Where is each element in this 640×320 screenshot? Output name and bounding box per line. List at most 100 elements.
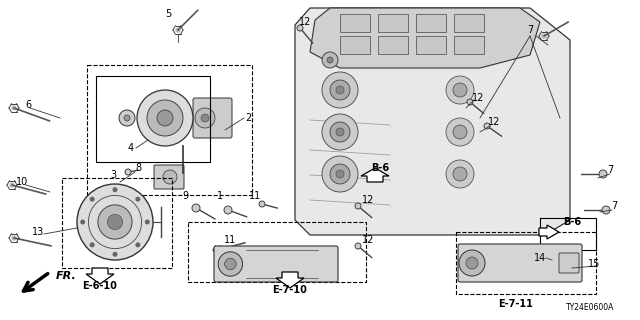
Circle shape <box>453 83 467 97</box>
FancyBboxPatch shape <box>378 36 408 54</box>
Circle shape <box>322 156 358 192</box>
Text: 5: 5 <box>165 9 171 19</box>
Circle shape <box>125 169 131 175</box>
FancyBboxPatch shape <box>193 98 232 138</box>
Text: 3: 3 <box>110 170 116 180</box>
Circle shape <box>192 204 200 212</box>
Circle shape <box>175 27 180 33</box>
Circle shape <box>446 160 474 188</box>
Polygon shape <box>295 8 570 235</box>
Circle shape <box>453 167 467 181</box>
Circle shape <box>453 125 467 139</box>
Circle shape <box>163 170 177 184</box>
Text: 9: 9 <box>182 191 188 201</box>
Circle shape <box>77 184 153 260</box>
Circle shape <box>113 252 118 257</box>
Text: B-6: B-6 <box>371 163 389 173</box>
Circle shape <box>336 170 344 178</box>
Text: FR.: FR. <box>56 271 77 281</box>
FancyBboxPatch shape <box>454 36 484 54</box>
Circle shape <box>124 115 130 121</box>
Text: 7: 7 <box>607 165 613 175</box>
FancyBboxPatch shape <box>340 36 370 54</box>
Text: 1: 1 <box>217 191 223 201</box>
Circle shape <box>599 170 607 178</box>
Circle shape <box>330 122 350 142</box>
Text: 12: 12 <box>362 235 374 245</box>
Circle shape <box>12 105 17 111</box>
Text: 12: 12 <box>299 17 311 27</box>
Circle shape <box>602 206 610 214</box>
Circle shape <box>541 33 547 39</box>
Circle shape <box>113 187 118 192</box>
Circle shape <box>119 110 135 126</box>
Text: 12: 12 <box>488 117 500 127</box>
Circle shape <box>9 182 15 188</box>
Text: 12: 12 <box>472 93 484 103</box>
Text: 11: 11 <box>249 191 261 201</box>
Polygon shape <box>86 268 114 284</box>
Text: 7: 7 <box>527 25 533 35</box>
Text: 8: 8 <box>135 163 141 173</box>
Circle shape <box>467 99 473 105</box>
Circle shape <box>195 108 215 128</box>
FancyBboxPatch shape <box>214 246 338 282</box>
Circle shape <box>225 258 236 270</box>
Text: E-7-11: E-7-11 <box>499 299 533 309</box>
FancyBboxPatch shape <box>416 14 446 32</box>
Circle shape <box>330 164 350 184</box>
Circle shape <box>201 114 209 122</box>
Circle shape <box>484 123 490 129</box>
FancyBboxPatch shape <box>458 244 582 282</box>
Circle shape <box>224 206 232 214</box>
Circle shape <box>135 242 140 247</box>
Text: 11: 11 <box>224 235 236 245</box>
Circle shape <box>297 25 303 31</box>
Circle shape <box>108 214 123 230</box>
Circle shape <box>259 201 265 207</box>
Circle shape <box>157 110 173 126</box>
FancyBboxPatch shape <box>154 165 184 189</box>
Circle shape <box>327 57 333 63</box>
Text: 10: 10 <box>16 177 28 187</box>
Text: 4: 4 <box>128 143 134 153</box>
Circle shape <box>446 76 474 104</box>
Circle shape <box>90 242 95 247</box>
Circle shape <box>355 243 361 249</box>
Circle shape <box>322 72 358 108</box>
Circle shape <box>330 80 350 100</box>
Circle shape <box>215 247 221 253</box>
Circle shape <box>322 114 358 150</box>
Circle shape <box>446 118 474 146</box>
Circle shape <box>98 205 132 239</box>
Text: 7: 7 <box>611 201 617 211</box>
Circle shape <box>90 197 95 202</box>
Text: 2: 2 <box>245 113 251 123</box>
Text: E-6-10: E-6-10 <box>83 281 117 291</box>
Text: E-7-10: E-7-10 <box>273 285 307 295</box>
Polygon shape <box>276 272 304 288</box>
Circle shape <box>466 257 478 269</box>
Circle shape <box>355 203 361 209</box>
Polygon shape <box>310 8 540 68</box>
Text: 13: 13 <box>32 227 44 237</box>
Text: B-6: B-6 <box>563 217 581 227</box>
Circle shape <box>80 220 85 225</box>
Circle shape <box>137 90 193 146</box>
Circle shape <box>459 250 485 276</box>
Circle shape <box>135 197 140 202</box>
FancyBboxPatch shape <box>416 36 446 54</box>
Circle shape <box>336 128 344 136</box>
Polygon shape <box>539 225 559 239</box>
FancyBboxPatch shape <box>454 14 484 32</box>
Circle shape <box>336 86 344 94</box>
Text: 12: 12 <box>362 195 374 205</box>
FancyBboxPatch shape <box>340 14 370 32</box>
Polygon shape <box>361 168 389 182</box>
Text: 14: 14 <box>534 253 546 263</box>
Circle shape <box>322 52 338 68</box>
Circle shape <box>218 252 243 276</box>
Text: 15: 15 <box>588 259 600 269</box>
Circle shape <box>145 220 150 225</box>
FancyBboxPatch shape <box>378 14 408 32</box>
